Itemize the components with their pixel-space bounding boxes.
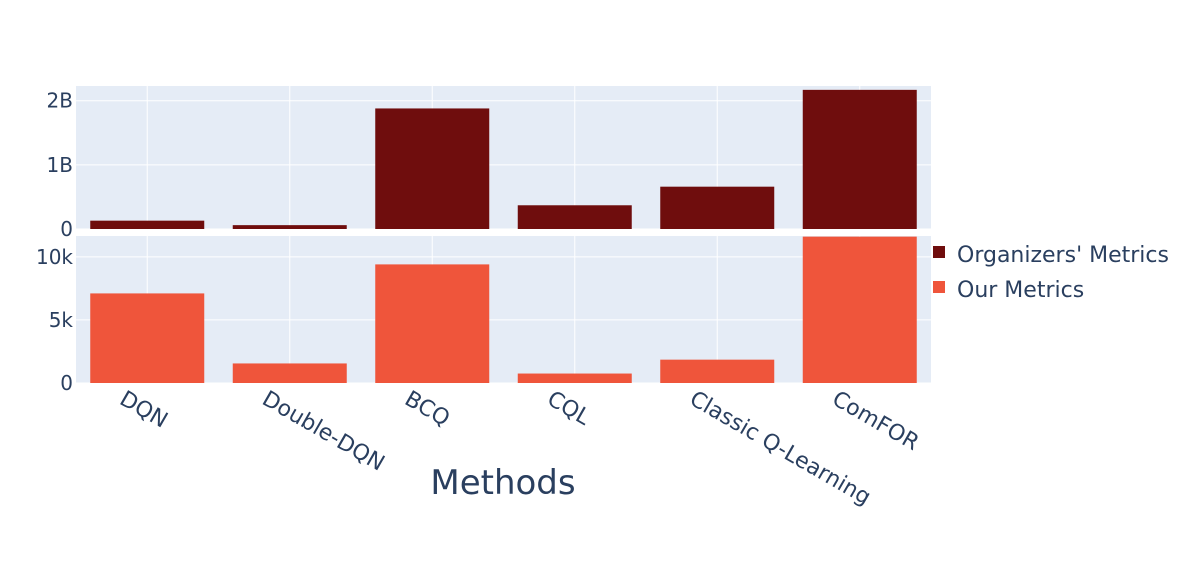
legend-swatch [933,281,945,293]
bar-organizers-2 [375,108,490,229]
plot-background [76,86,931,229]
bar-ours-2 [375,264,490,383]
x-tick-label: DQN [115,387,171,434]
y-tick-label: 10k [36,245,73,269]
bar-ours-0 [90,293,205,383]
y-tick-label: 2B [47,89,73,113]
x-tick-label: ComFOR [828,387,923,456]
bar-ours-4 [660,359,775,383]
plot-background [76,236,931,383]
legend-swatch [933,246,945,258]
bar-organizers-1 [232,225,347,229]
x-tick-label: BCQ [400,387,454,432]
y-tick-label: 1B [47,153,73,177]
bottom-panel: 0 5k 10k [36,236,931,395]
y-tick-label: 5k [49,308,74,332]
bar-organizers-4 [660,186,775,229]
bar-ours-5 [802,236,917,383]
x-axis-title: Methods [430,463,575,503]
bar-organizers-0 [90,220,205,229]
top-panel: 0 1B 2B [47,86,931,241]
bar-organizers-5 [802,89,917,229]
bar-ours-1 [232,363,347,383]
y-tick-label: 0 [60,217,73,241]
legend-label: Organizers' Metrics [957,243,1169,268]
bar-ours-3 [517,373,632,383]
legend: Organizers' Metrics Our Metrics [933,243,1169,303]
bar-organizers-3 [517,205,632,229]
y-tick-label: 0 [60,371,73,395]
x-tick-label: CQL [543,387,595,431]
x-tick-label: Double-DQN [258,387,389,477]
legend-label: Our Metrics [957,278,1084,303]
